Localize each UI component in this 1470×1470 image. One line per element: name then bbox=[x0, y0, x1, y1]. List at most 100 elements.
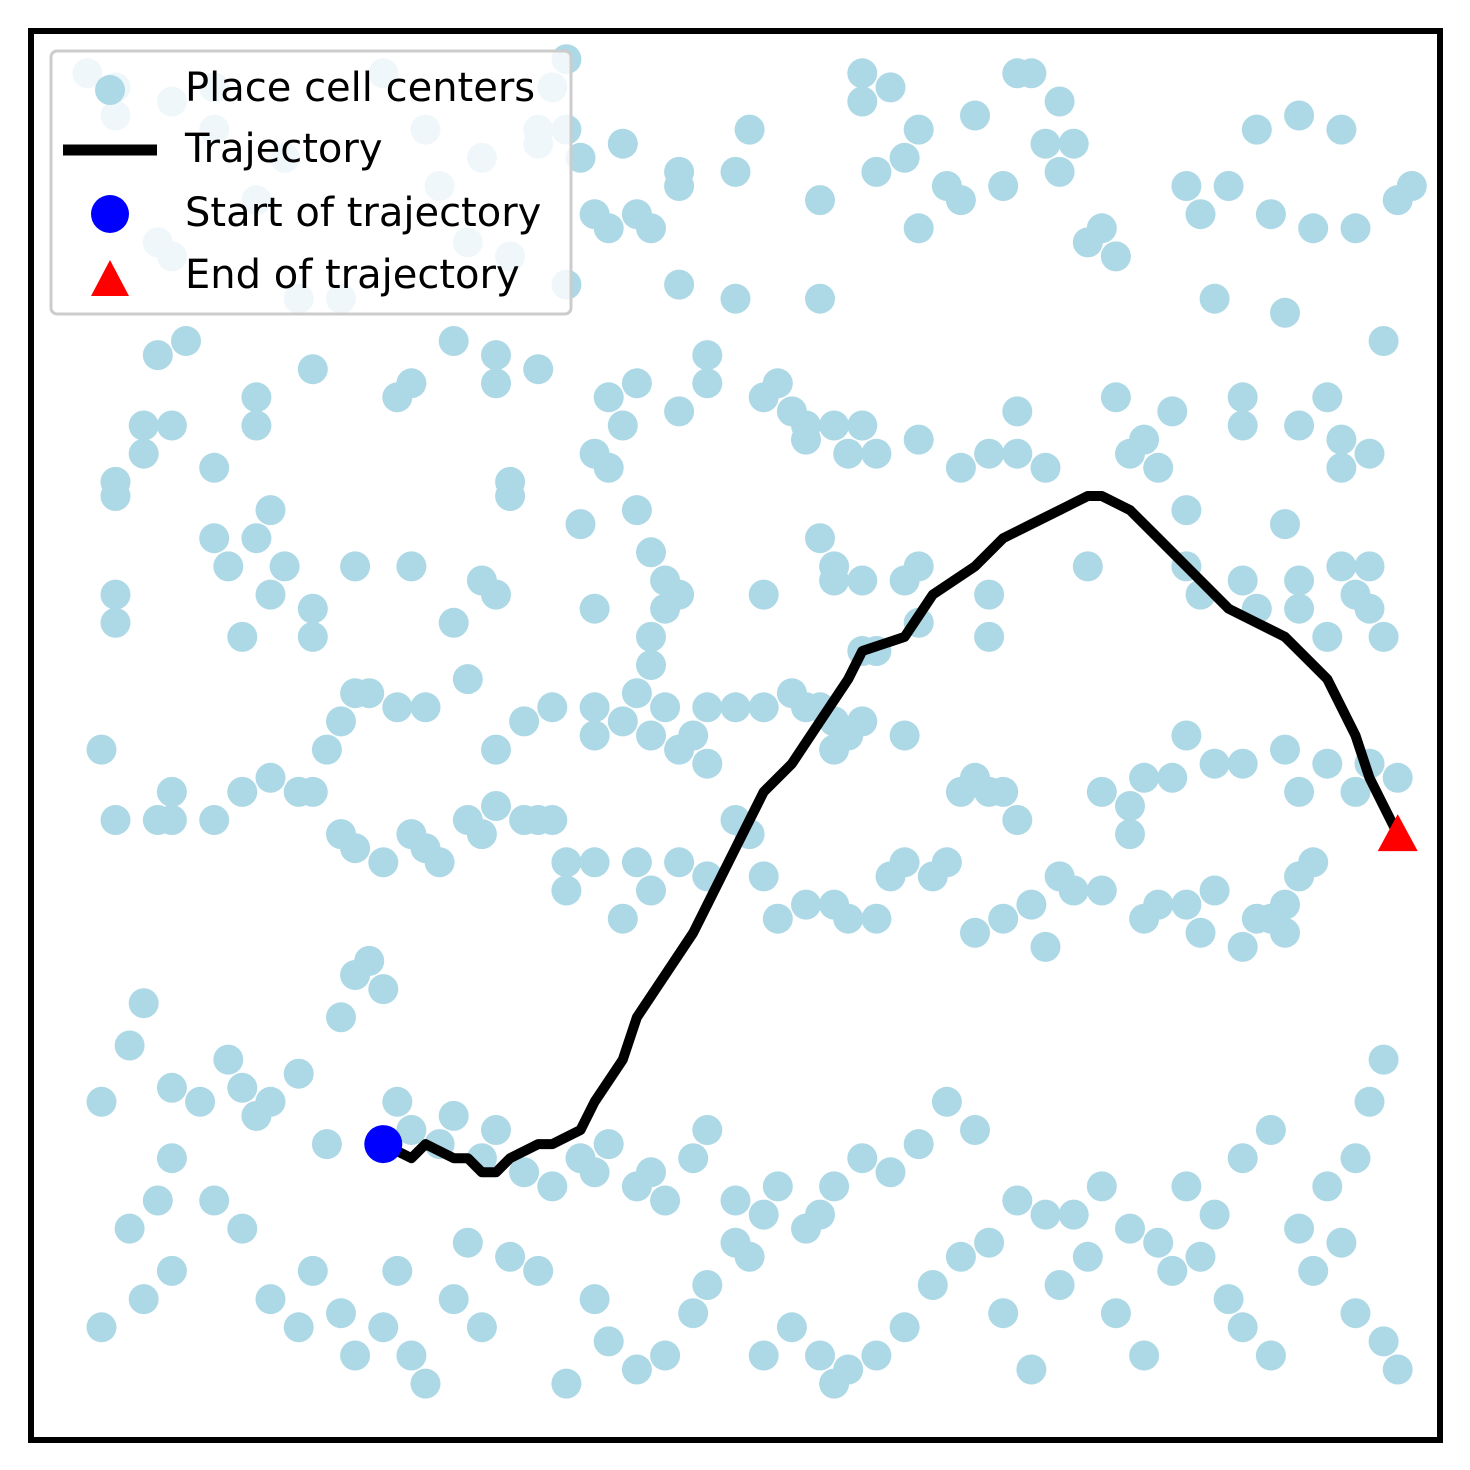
place-cell-point bbox=[1340, 1298, 1371, 1329]
place-cell-point bbox=[636, 720, 666, 751]
place-cell-point bbox=[1284, 776, 1315, 807]
legend-end-label: End of trajectory bbox=[185, 252, 520, 298]
place-cell-point bbox=[1340, 213, 1371, 244]
place-cell-point bbox=[523, 1255, 554, 1286]
place-cell-point bbox=[847, 706, 878, 737]
plot-frame bbox=[28, 28, 1443, 1443]
place-cell-point bbox=[762, 1171, 793, 1202]
place-cell-point bbox=[396, 551, 427, 582]
legend-place-cell-marker bbox=[95, 75, 125, 105]
place-cell-point bbox=[1072, 1241, 1103, 1272]
place-cell-point bbox=[326, 706, 356, 737]
place-cell-point bbox=[227, 621, 258, 652]
place-cell-point bbox=[1086, 1171, 1117, 1202]
place-cell-point bbox=[1368, 326, 1399, 356]
place-cell-point bbox=[1284, 593, 1315, 624]
place-cell-point bbox=[692, 1270, 723, 1300]
place-cell-point bbox=[1115, 819, 1145, 850]
place-cell-point bbox=[1086, 213, 1117, 244]
place-cell-point bbox=[903, 114, 934, 145]
place-cell-point bbox=[452, 664, 483, 695]
place-cell-point bbox=[636, 650, 666, 680]
place-cell-point bbox=[255, 579, 286, 610]
place-cell-point bbox=[481, 368, 511, 399]
place-cell-point bbox=[861, 903, 892, 934]
place-cell-point bbox=[678, 1143, 709, 1174]
place-cell-point bbox=[1382, 1354, 1413, 1385]
place-cell-point bbox=[1312, 382, 1343, 413]
place-cell-point bbox=[382, 382, 413, 413]
place-cell-point bbox=[100, 579, 131, 610]
place-cell-point bbox=[382, 692, 413, 723]
place-cell-point bbox=[636, 621, 666, 652]
place-cell-point bbox=[1143, 452, 1174, 483]
place-cell-point bbox=[495, 481, 526, 511]
place-cell-point bbox=[481, 1115, 511, 1145]
place-cell-point bbox=[1284, 410, 1315, 441]
place-cell-point bbox=[805, 1199, 835, 1230]
place-cell-point bbox=[1030, 128, 1061, 159]
place-cell-point bbox=[720, 156, 751, 187]
place-cell-point bbox=[565, 142, 596, 173]
place-cell-point bbox=[509, 1157, 540, 1188]
place-cell-point bbox=[960, 1115, 990, 1145]
end-marker bbox=[1377, 814, 1418, 852]
place-cell-point bbox=[945, 1241, 976, 1272]
place-cell-point bbox=[86, 1312, 117, 1343]
place-cell-point bbox=[1284, 565, 1315, 596]
place-cell-point bbox=[537, 1171, 568, 1202]
place-cell-point bbox=[1368, 1044, 1399, 1075]
place-cell-point bbox=[424, 847, 455, 878]
place-cell-point bbox=[636, 875, 666, 906]
place-cell-point bbox=[748, 692, 779, 723]
place-cell-point bbox=[847, 410, 878, 441]
place-cell-point bbox=[678, 1298, 709, 1329]
place-cell-point bbox=[396, 1340, 427, 1371]
place-cell-point bbox=[734, 1241, 765, 1272]
place-cell-point bbox=[326, 1002, 356, 1033]
place-cell-point bbox=[805, 283, 835, 314]
place-cell-point bbox=[621, 1354, 652, 1385]
place-cell-point bbox=[466, 1312, 497, 1343]
place-cell-point bbox=[1241, 114, 1272, 145]
place-cell-point bbox=[438, 607, 469, 638]
place-cell-point bbox=[1002, 396, 1033, 427]
place-cell-point bbox=[791, 424, 821, 455]
place-cell-point bbox=[960, 917, 990, 948]
place-cell-point bbox=[579, 720, 610, 751]
place-cell-point bbox=[664, 847, 695, 878]
place-cell-point bbox=[1340, 1143, 1371, 1174]
place-cell-point bbox=[1227, 931, 1258, 962]
place-cell-point bbox=[382, 1086, 413, 1117]
place-cell-point bbox=[833, 438, 864, 469]
place-cell-point bbox=[988, 903, 1019, 934]
place-cell-point bbox=[593, 1129, 624, 1160]
place-cell-point bbox=[452, 1227, 483, 1258]
place-cell-point bbox=[805, 1340, 835, 1371]
place-cell-point bbox=[776, 1312, 807, 1343]
place-cell-point bbox=[692, 368, 723, 399]
place-cell-point bbox=[579, 847, 610, 878]
place-cell-point bbox=[1058, 875, 1089, 906]
legend-trajectory-label: Trajectory bbox=[184, 126, 383, 172]
place-cell-point bbox=[283, 1058, 314, 1089]
place-cell-point bbox=[1213, 1284, 1244, 1315]
start-marker bbox=[364, 1125, 403, 1164]
place-cell-point bbox=[636, 1157, 666, 1188]
place-cell-point bbox=[368, 1312, 399, 1343]
place-cell-point bbox=[607, 410, 638, 441]
place-cell-point bbox=[720, 1185, 751, 1216]
place-cell-point bbox=[1016, 1354, 1047, 1385]
place-cell-point bbox=[438, 1100, 469, 1131]
place-cell-point bbox=[255, 1086, 286, 1117]
place-cell-point bbox=[255, 495, 286, 526]
place-cell-point bbox=[593, 382, 624, 413]
place-cell-point bbox=[1354, 1086, 1385, 1117]
place-cell-point bbox=[1298, 847, 1329, 878]
place-cell-point bbox=[551, 875, 582, 906]
place-cell-point bbox=[1115, 791, 1145, 821]
place-cell-point bbox=[1143, 889, 1174, 920]
place-cell-point bbox=[1143, 1227, 1174, 1258]
place-cell-point bbox=[283, 1312, 314, 1343]
